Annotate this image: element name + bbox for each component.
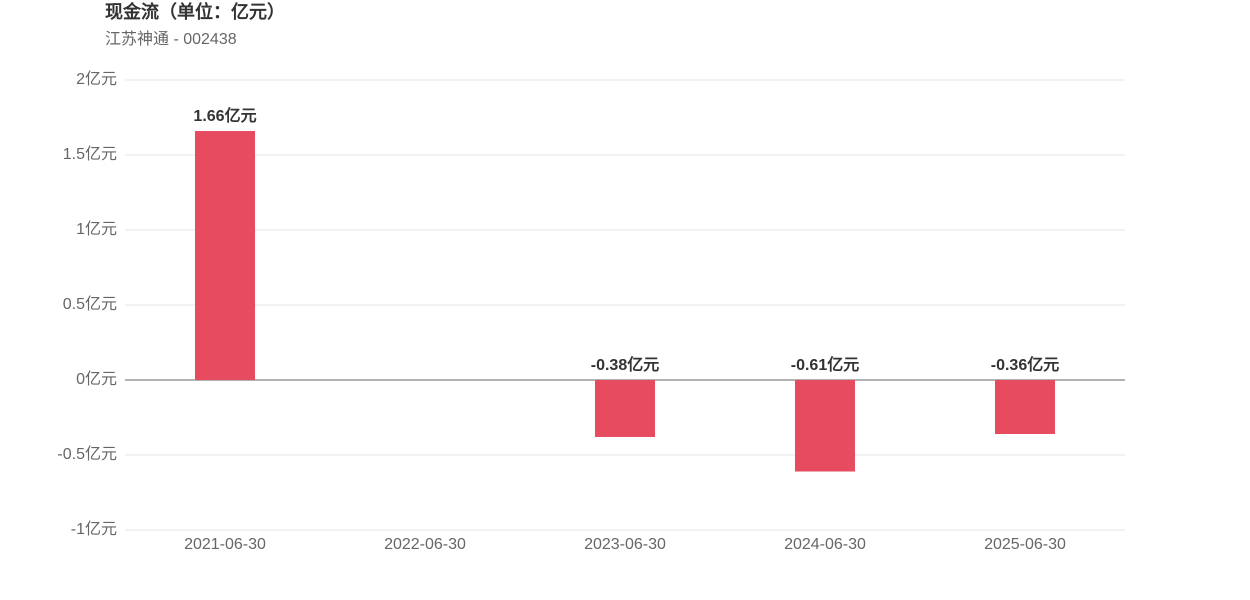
x-tick-label: 2022-06-30 [384, 536, 466, 553]
x-tick-label: 2025-06-30 [984, 536, 1066, 553]
y-tick-label: 2亿元 [76, 70, 117, 88]
chart-subtitle: 江苏神通 - 002438 [105, 30, 237, 48]
y-tick-label: 1.5亿元 [63, 145, 117, 163]
y-tick-label: -0.5亿元 [57, 445, 117, 463]
bar [995, 380, 1055, 434]
value-label: -0.38亿元 [591, 355, 659, 374]
value-label: -0.61亿元 [791, 355, 859, 374]
y-tick-label: -1亿元 [71, 520, 117, 538]
y-tick-label: 0.5亿元 [63, 295, 117, 313]
y-tick-label: 0亿元 [76, 370, 117, 388]
bar [195, 131, 255, 380]
y-tick-label: 1亿元 [76, 220, 117, 238]
value-label: 1.66亿元 [193, 106, 256, 125]
x-tick-label: 2023-06-30 [584, 536, 666, 553]
bar [795, 380, 855, 472]
x-tick-label: 2024-06-30 [784, 536, 866, 553]
chart-title: 现金流（单位：亿元） [105, 1, 285, 22]
x-tick-label: 2021-06-30 [184, 536, 266, 553]
value-label: -0.36亿元 [991, 355, 1059, 374]
bar [595, 380, 655, 437]
